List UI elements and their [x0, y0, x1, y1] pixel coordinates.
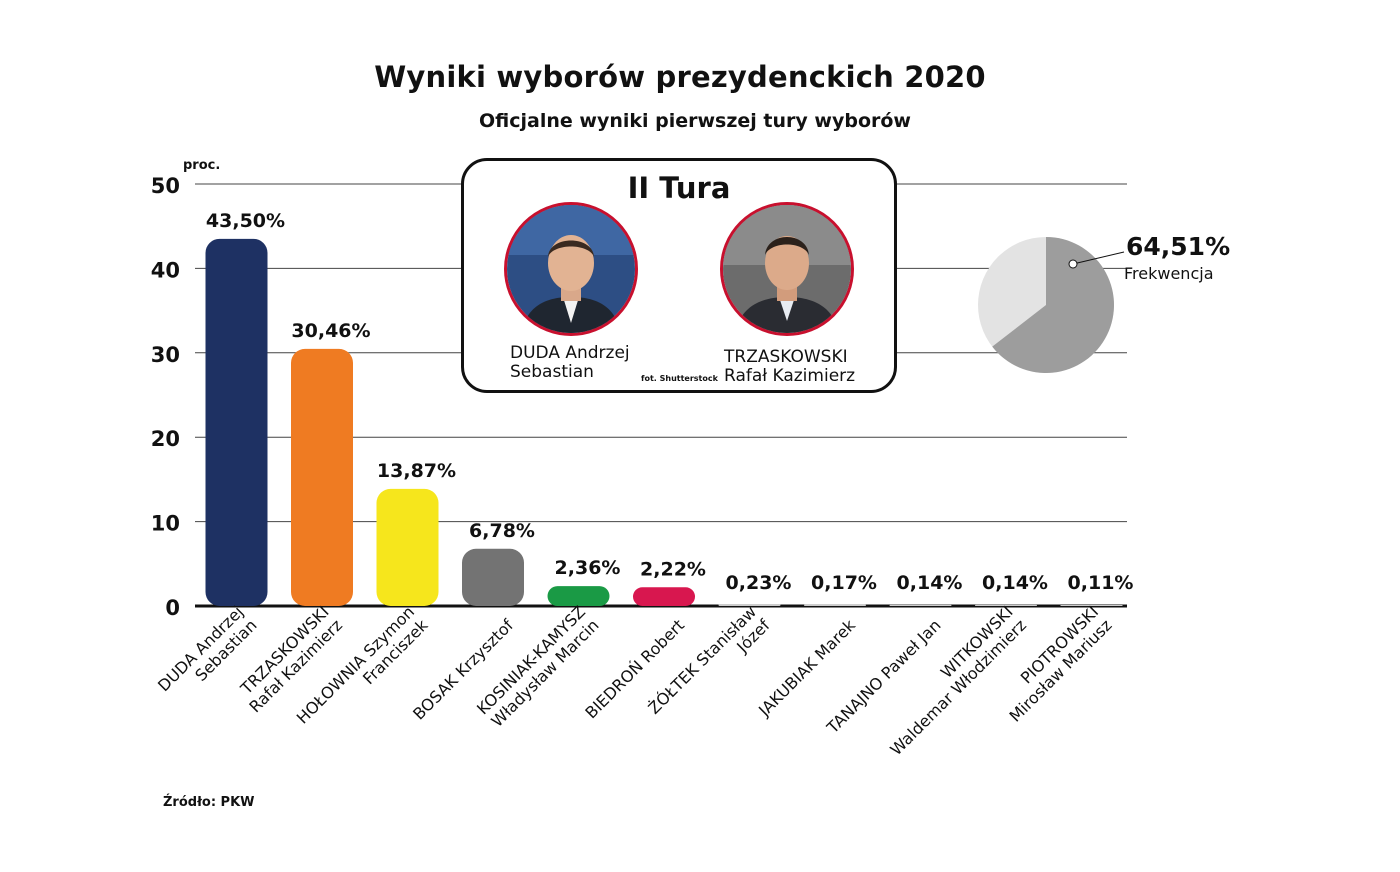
value-label: 0,11%	[1068, 572, 1134, 594]
bar	[462, 548, 524, 606]
value-label: 43,50%	[206, 210, 285, 232]
value-labels: 43,50% 30,46% 13,87% 6,78% 2,36% 2,22% 0,23% 0,…	[206, 210, 1134, 594]
chart-subtitle: Oficjalne wyniki pierwszej tury wyborów	[479, 110, 911, 132]
y-tick-label: 0	[165, 596, 180, 620]
runoff-candidate-1: DUDA Andrzej Sebastian	[510, 344, 630, 382]
pie-leader-line	[1072, 251, 1125, 265]
bar	[975, 604, 1037, 606]
value-label: 2,22%	[640, 558, 706, 580]
x-tick-label-line: KOSINIAK-KAMYSZ	[473, 602, 589, 718]
y-tick-label: 20	[151, 427, 180, 451]
duda-photo-icon	[504, 202, 638, 336]
turnout-label: Frekwencja	[1124, 264, 1214, 283]
runoff-candidate-2-surname: TRZASKOWSKI	[724, 347, 848, 367]
bar	[1060, 605, 1123, 606]
bars	[205, 238, 1123, 607]
bar	[804, 604, 866, 606]
y-axis: 0 10 20 30 40 50	[151, 174, 180, 620]
runoff-candidate-2-name: Rafał Kazimierz	[724, 366, 856, 386]
source-note: Źródło: PKW	[163, 795, 255, 810]
photo-credit: fot. Shutterstock	[641, 374, 718, 383]
value-label: 13,87%	[377, 460, 456, 482]
value-label: 30,46%	[291, 320, 370, 342]
trzaskowski-photo-icon	[720, 202, 854, 336]
value-label: 2,36%	[555, 557, 621, 579]
runoff-title: II Tura	[627, 171, 731, 205]
chart-title: Wyniki wyborów prezydenckich 2020	[374, 60, 986, 94]
bar	[547, 586, 610, 606]
runoff-candidate-2: TRZASKOWSKI Rafał Kazimierz	[724, 348, 855, 386]
bar	[889, 604, 952, 606]
y-tick-label: 30	[151, 343, 180, 367]
bar	[291, 348, 353, 606]
bar	[633, 587, 695, 606]
bar	[205, 238, 268, 607]
value-label: 0,14%	[897, 572, 963, 594]
y-tick-label: 10	[151, 512, 180, 536]
turnout-pie	[978, 237, 1125, 373]
runoff-candidate-1-name: Sebastian	[510, 362, 594, 382]
value-label: 0,23%	[726, 572, 792, 594]
bar	[718, 604, 781, 606]
value-label: 0,14%	[982, 572, 1048, 594]
x-tick-label-line: Waldemar Włodzimierz	[886, 616, 1030, 760]
x-tick-label-line: ŻÓŁTEK Stanisław	[644, 602, 760, 718]
y-tick-label: 50	[151, 174, 180, 198]
runoff-box: II Tura DUDA Andrzej Sebastian TRZASKOWS…	[461, 158, 897, 393]
pie-turnout-slice	[992, 237, 1114, 373]
value-label: 0,17%	[811, 572, 877, 594]
y-tick-label: 40	[151, 258, 180, 282]
bar	[376, 488, 439, 606]
turnout-value: 64,51%	[1126, 232, 1231, 261]
pie-leader-dot	[1068, 259, 1078, 269]
runoff-candidate-1-surname: DUDA Andrzej	[510, 343, 630, 363]
y-axis-unit: proc.	[183, 158, 221, 173]
value-label: 6,78%	[469, 520, 535, 542]
